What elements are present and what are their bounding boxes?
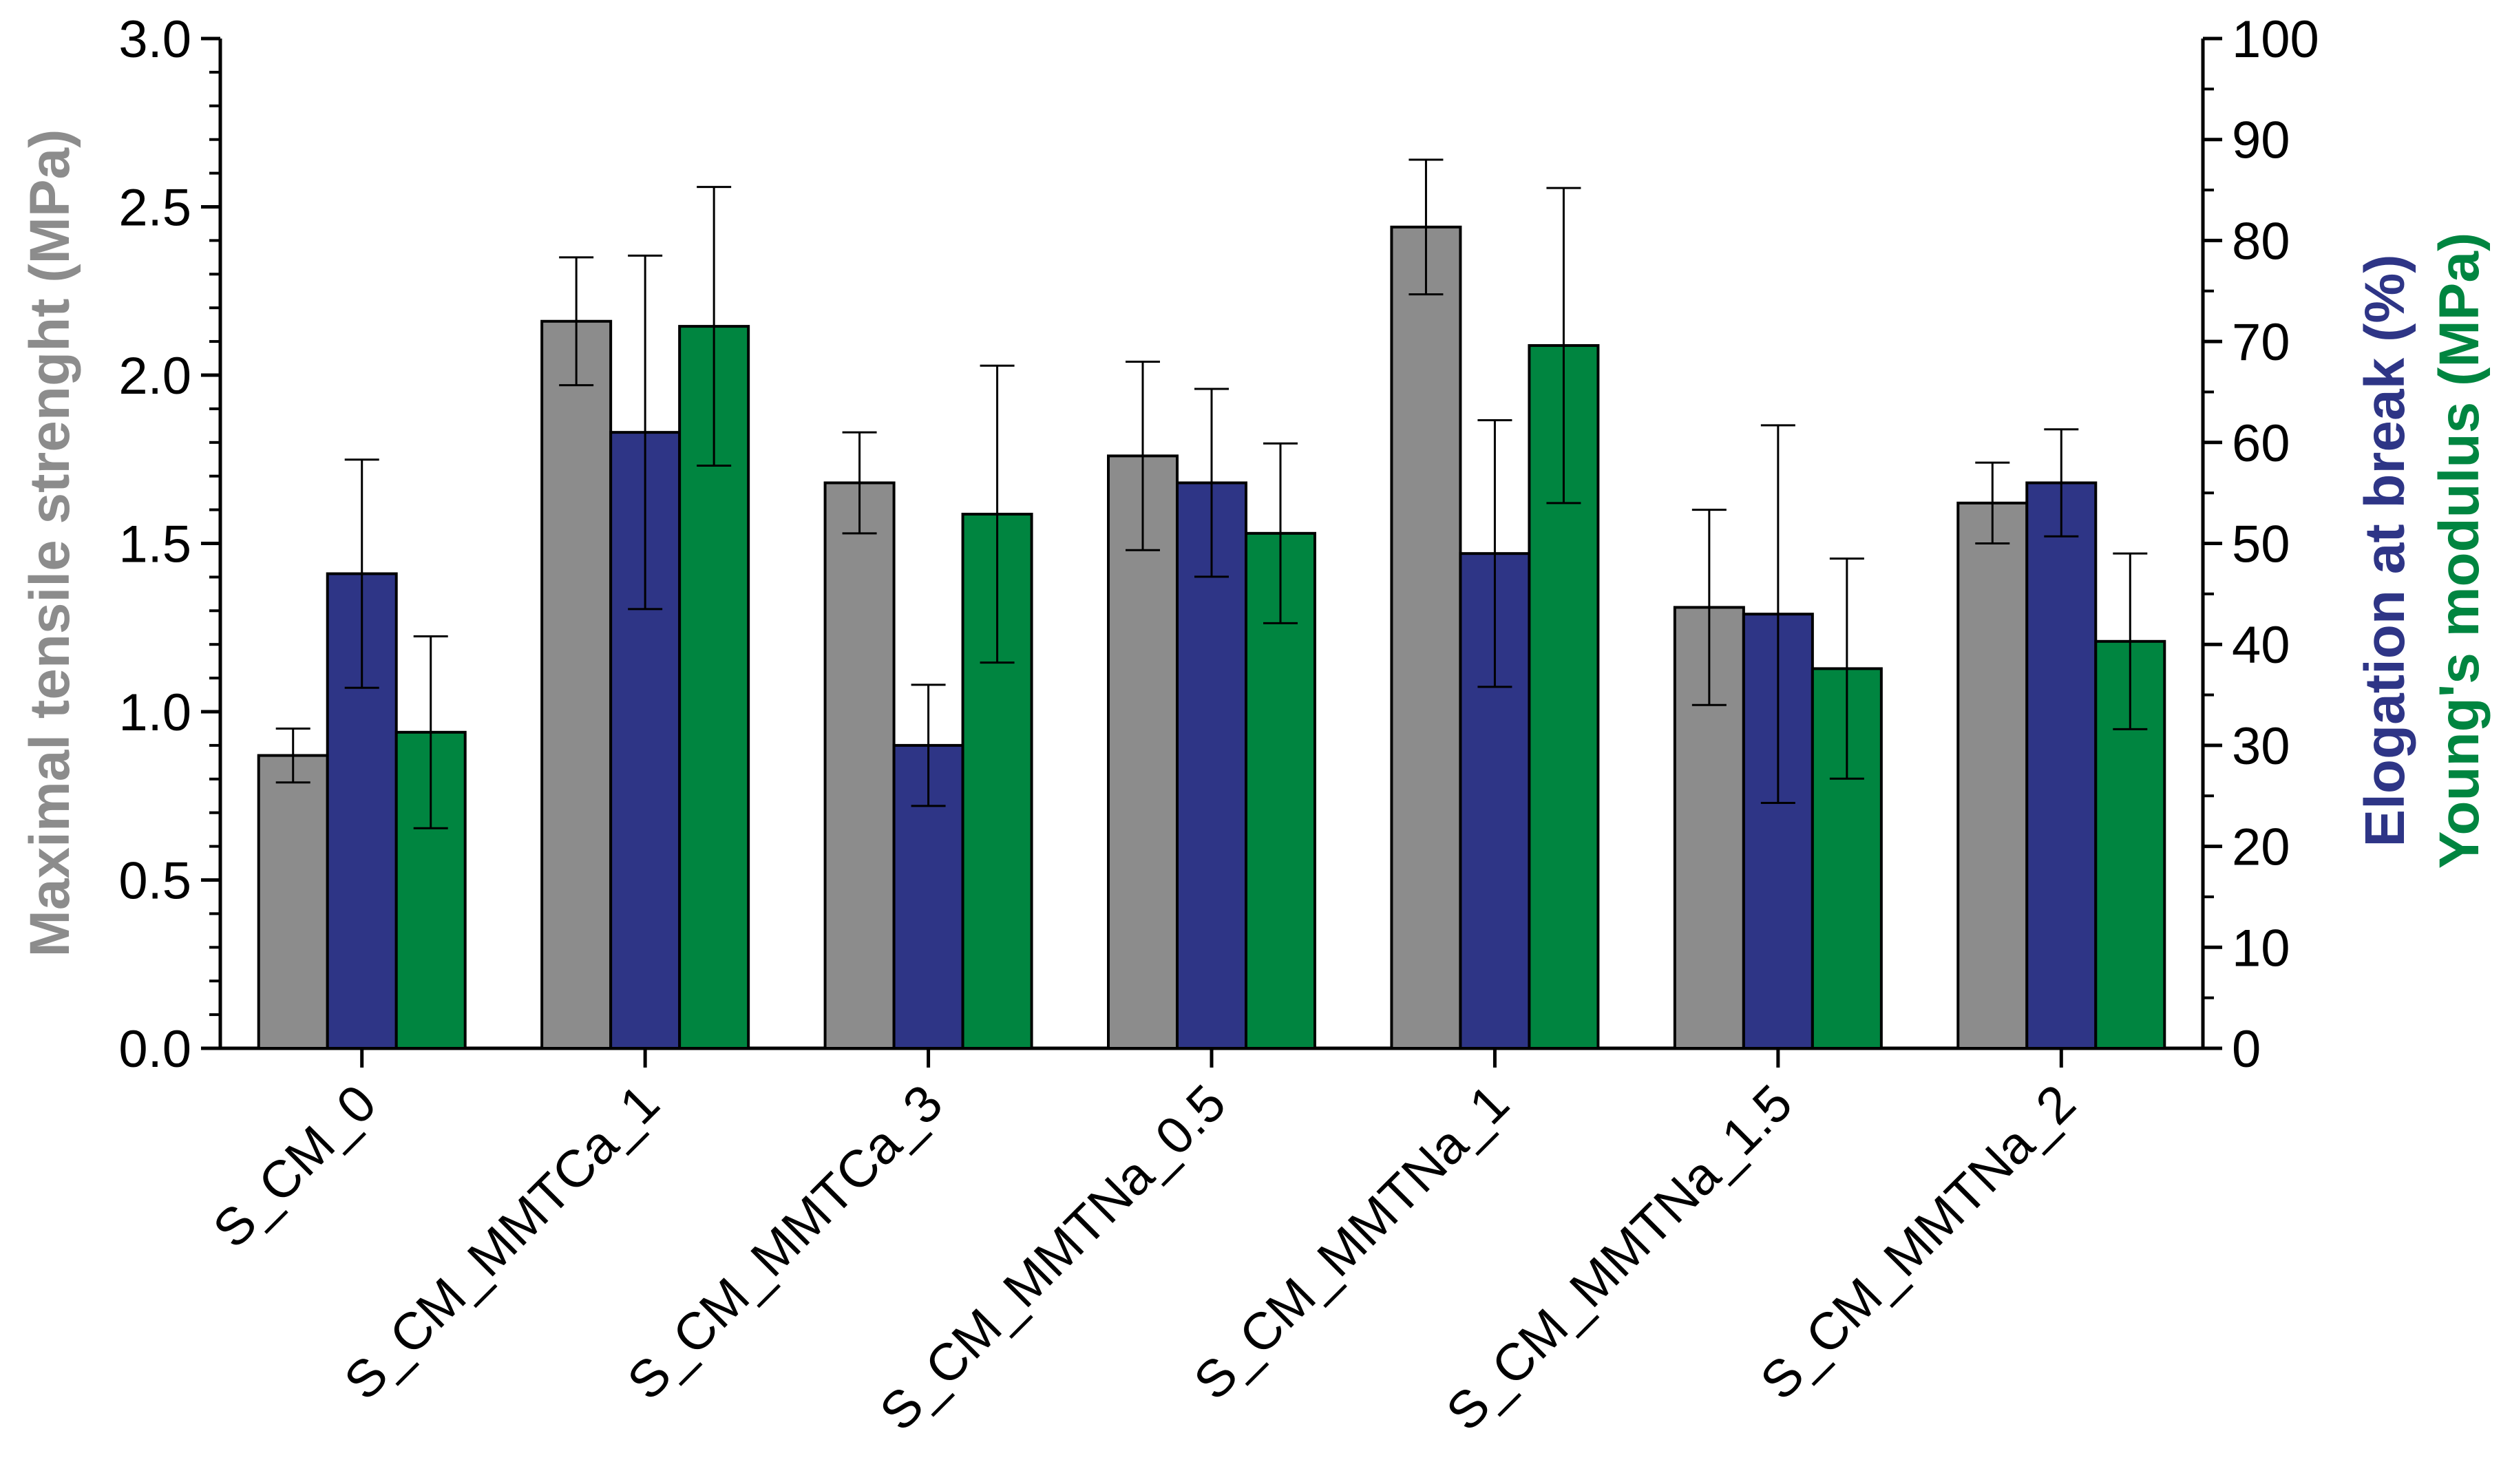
right-axis-title-elongation: Elogation at break (%) (2354, 254, 2416, 847)
left-tick-label: 1.5 (118, 516, 191, 574)
category-label: S_CM_MMTCa_1 (333, 1074, 671, 1411)
left-tick-label: 1.0 (118, 683, 191, 742)
bar-elogation-at-break (2025, 481, 2098, 1050)
left-axis-title: Maximal tensile strenght (MPa) (19, 129, 81, 957)
right-tick-label: 90 (2232, 112, 2290, 170)
right-axis-title-youngs-modulus: Young's modulus (MPa) (2428, 233, 2491, 869)
left-tick-label: 2.5 (118, 179, 191, 237)
right-tick-label: 30 (2232, 717, 2290, 776)
right-tick-label: 10 (2232, 919, 2290, 977)
right-tick-label: 50 (2232, 516, 2290, 574)
left-tick-label: 3.0 (118, 10, 191, 69)
category-label: S_CM_MMTNa_2 (1749, 1074, 2087, 1411)
bar-maximal-tensile-strenght-mpa (823, 481, 896, 1050)
bar-maximal-tensile-strenght-mpa (1956, 501, 2029, 1050)
x-axis-ticks (360, 1048, 2063, 1068)
left-tick-label: 2.0 (118, 347, 191, 405)
right-tick-label: 100 (2232, 10, 2319, 69)
category-label: S_CM_MMTCa_3 (616, 1074, 953, 1411)
right-axis-ticks: 0 10 20 30 40 50 60 70 80 90 100 (2203, 10, 2319, 1079)
category-labels: S_CM_0S_CM_MMTCa_1S_CM_MMTCa_3 S_CM_MMTNa… (202, 1074, 2087, 1442)
right-tick-label: 20 (2232, 818, 2290, 877)
right-tick-label: 80 (2232, 212, 2290, 271)
bars-group (257, 225, 2166, 1050)
category-label: S_CM_0 (202, 1074, 388, 1259)
bar-maximal-tensile-strenght-mpa (1390, 225, 1462, 1050)
right-tick-label: 0 (2232, 1020, 2261, 1079)
left-tick-label: 0.5 (118, 852, 191, 911)
category-label: S_CM_MMTNa_1 (1183, 1074, 1520, 1411)
left-axis-ticks: 0.0 0.5 1.0 1.5 2.0 2.5 3.0 (118, 10, 220, 1079)
left-tick-label: 0.0 (118, 1020, 191, 1079)
right-tick-label: 60 (2232, 414, 2290, 473)
bar-maximal-tensile-strenght-mpa (257, 754, 329, 1050)
right-tick-label: 40 (2232, 616, 2290, 675)
error-bars-group (275, 158, 2148, 829)
bar-maximal-tensile-strenght-mpa (540, 319, 613, 1050)
right-tick-label: 70 (2232, 313, 2290, 372)
